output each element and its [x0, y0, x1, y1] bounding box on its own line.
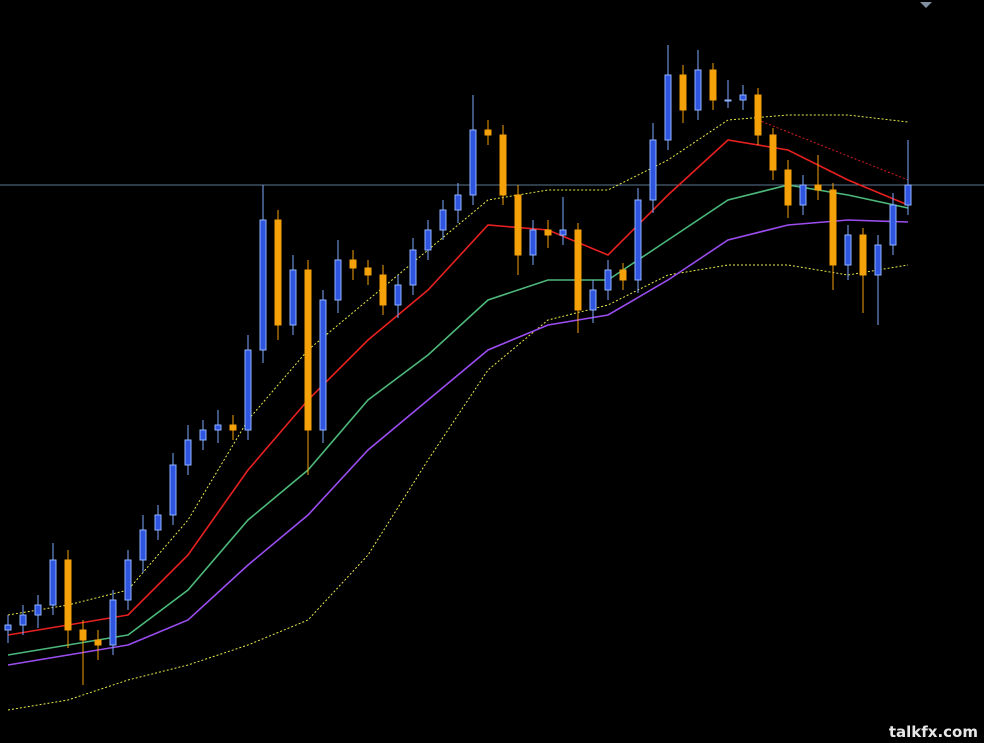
- candle-body: [544, 229, 552, 236]
- candle-body: [844, 234, 852, 266]
- candle-body: [244, 349, 252, 431]
- candle-body: [529, 229, 537, 256]
- watermark: talkfx.com: [889, 723, 978, 741]
- plot: [0, 45, 984, 711]
- candle-body: [454, 194, 462, 211]
- candle-body: [379, 274, 387, 306]
- candle-body: [79, 629, 87, 641]
- candle-body: [604, 269, 612, 291]
- candle-body: [124, 559, 132, 601]
- candle-body: [349, 259, 357, 269]
- candle-body: [94, 639, 102, 646]
- candle-body: [859, 234, 867, 276]
- candle-body: [484, 129, 492, 136]
- candle-body: [589, 289, 597, 311]
- candle-body: [334, 259, 342, 301]
- indicator-line: [7, 184, 909, 656]
- candle-body: [154, 514, 162, 531]
- indicator-line: [757, 119, 909, 181]
- candle-body: [394, 284, 402, 306]
- candle-body: [514, 194, 522, 256]
- candle-body: [109, 599, 117, 646]
- candle-body: [784, 169, 792, 206]
- candle-body: [799, 184, 807, 206]
- scroll-marker: [920, 2, 932, 8]
- candle-body: [754, 94, 762, 136]
- candle-body: [319, 299, 327, 431]
- candle-body: [469, 129, 477, 196]
- candle-body: [64, 559, 72, 631]
- candle-body: [439, 209, 447, 231]
- candle-body: [184, 439, 192, 466]
- candle-body: [49, 559, 57, 606]
- candle-body: [499, 134, 507, 196]
- candle-body: [34, 604, 42, 616]
- candle-body: [4, 624, 12, 631]
- candle-body: [619, 269, 627, 281]
- candle-body: [874, 244, 882, 276]
- candle-body: [214, 424, 222, 431]
- candle-body: [649, 139, 657, 201]
- candle-body: [199, 429, 207, 441]
- candle-body: [274, 219, 282, 326]
- candle-body: [304, 269, 312, 431]
- candle-body: [169, 464, 177, 516]
- candle-body: [709, 69, 717, 101]
- candle-body: [769, 134, 777, 171]
- candle-body: [424, 229, 432, 251]
- candle-body: [559, 229, 567, 236]
- candle-body: [229, 424, 237, 431]
- candle-body: [634, 199, 642, 281]
- candle-body: [724, 99, 732, 102]
- candle-body: [829, 189, 837, 266]
- candle-body: [664, 74, 672, 141]
- candle-body: [19, 614, 27, 626]
- candle-body: [289, 269, 297, 326]
- candle-body: [574, 229, 582, 311]
- candle-body: [679, 74, 687, 111]
- indicator-line: [7, 219, 909, 666]
- candle-body: [889, 204, 897, 246]
- candle-body: [814, 184, 822, 191]
- candle-body: [364, 267, 372, 276]
- candle-body: [409, 249, 417, 286]
- candle-body: [694, 69, 702, 111]
- indicator-line: [7, 264, 909, 711]
- candle-body: [139, 529, 147, 561]
- candle-body: [739, 94, 747, 101]
- candle-body: [259, 219, 267, 351]
- candle-body: [904, 184, 912, 206]
